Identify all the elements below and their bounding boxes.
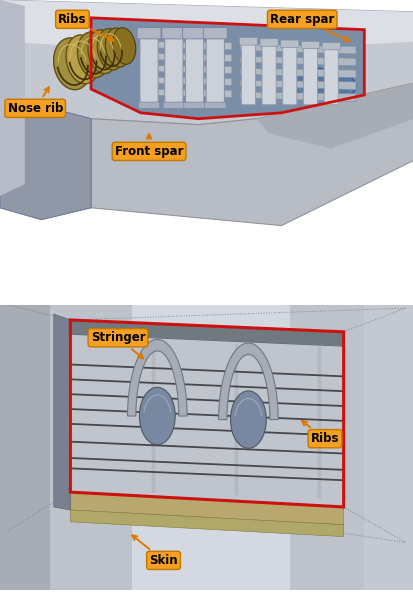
FancyBboxPatch shape: [280, 40, 298, 48]
Ellipse shape: [139, 387, 175, 445]
FancyBboxPatch shape: [301, 41, 319, 49]
FancyBboxPatch shape: [241, 44, 255, 105]
Polygon shape: [70, 492, 343, 524]
Ellipse shape: [54, 38, 91, 90]
Text: Ribs: Ribs: [58, 13, 113, 41]
Polygon shape: [140, 77, 231, 85]
Polygon shape: [0, 0, 25, 196]
Polygon shape: [70, 510, 343, 536]
Text: Front spar: Front spar: [114, 134, 183, 158]
FancyBboxPatch shape: [161, 27, 185, 39]
Polygon shape: [70, 320, 343, 347]
Polygon shape: [0, 0, 413, 125]
Polygon shape: [91, 83, 413, 225]
Ellipse shape: [105, 28, 130, 67]
FancyBboxPatch shape: [140, 35, 158, 108]
Polygon shape: [363, 305, 413, 590]
Text: Ribs: Ribs: [301, 421, 338, 445]
FancyBboxPatch shape: [163, 102, 184, 108]
Polygon shape: [0, 95, 91, 220]
Polygon shape: [140, 54, 231, 62]
FancyBboxPatch shape: [261, 45, 275, 105]
FancyBboxPatch shape: [204, 102, 225, 108]
Polygon shape: [0, 305, 413, 590]
Ellipse shape: [97, 29, 124, 70]
Polygon shape: [240, 45, 355, 54]
Polygon shape: [218, 343, 278, 420]
Text: Nose rib: Nose rib: [7, 87, 63, 115]
Ellipse shape: [77, 32, 109, 78]
Polygon shape: [240, 69, 355, 77]
Polygon shape: [127, 340, 187, 416]
Polygon shape: [0, 0, 413, 54]
Ellipse shape: [230, 391, 266, 448]
FancyBboxPatch shape: [138, 102, 159, 108]
Text: Skin: Skin: [132, 535, 178, 567]
Text: Stringer: Stringer: [90, 331, 145, 358]
FancyBboxPatch shape: [203, 27, 227, 39]
Circle shape: [292, 68, 335, 98]
Polygon shape: [91, 18, 363, 119]
Polygon shape: [54, 314, 70, 510]
FancyBboxPatch shape: [259, 39, 278, 46]
Polygon shape: [240, 92, 355, 101]
FancyBboxPatch shape: [182, 27, 206, 39]
Polygon shape: [140, 66, 231, 74]
Ellipse shape: [88, 30, 117, 73]
Polygon shape: [70, 335, 343, 507]
FancyBboxPatch shape: [206, 35, 224, 108]
FancyBboxPatch shape: [185, 35, 203, 108]
Ellipse shape: [112, 27, 135, 64]
Circle shape: [322, 74, 355, 98]
FancyBboxPatch shape: [183, 102, 205, 108]
FancyBboxPatch shape: [303, 47, 317, 105]
Polygon shape: [240, 57, 355, 66]
FancyBboxPatch shape: [239, 38, 257, 45]
Polygon shape: [0, 305, 50, 590]
Polygon shape: [0, 0, 91, 220]
Text: Rear spar: Rear spar: [269, 13, 349, 41]
FancyBboxPatch shape: [164, 35, 183, 108]
Polygon shape: [240, 80, 355, 89]
Polygon shape: [132, 305, 289, 590]
FancyBboxPatch shape: [321, 43, 339, 50]
FancyBboxPatch shape: [323, 48, 337, 105]
Polygon shape: [140, 89, 231, 97]
FancyBboxPatch shape: [282, 46, 296, 105]
Polygon shape: [140, 42, 231, 50]
FancyBboxPatch shape: [137, 27, 161, 39]
Polygon shape: [256, 83, 413, 148]
Ellipse shape: [66, 35, 99, 84]
